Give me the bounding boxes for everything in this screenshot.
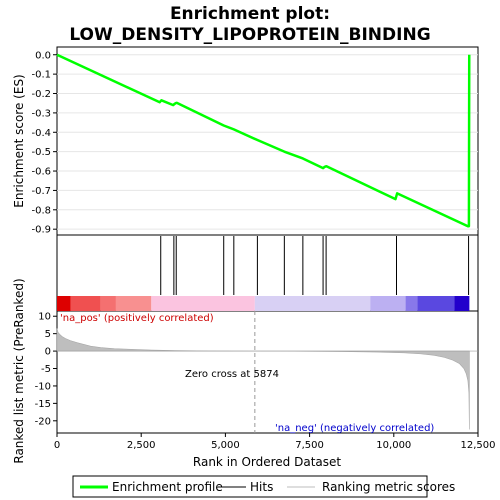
- metric-y-tick-label: -20: [35, 416, 51, 427]
- heatmap-segment: [115, 296, 152, 311]
- es-y-tick-label: -0.4: [31, 128, 51, 139]
- es-y-tick-label: -0.1: [31, 70, 51, 81]
- x-tick-label: 5,000: [211, 440, 240, 451]
- es-y-tick-label: -0.5: [31, 147, 51, 158]
- heatmap-segment: [417, 296, 455, 311]
- positive-correlation-label: 'na_pos' (positively correlated): [60, 313, 214, 324]
- zero-cross-label: Zero cross at 5874: [185, 369, 279, 380]
- metric-y-tick-label: 5: [45, 329, 51, 340]
- chart-title-line2: LOW_DENSITY_LIPOPROTEIN_BINDING: [69, 25, 430, 45]
- metric-y-tick-label: -10: [35, 381, 51, 392]
- x-tick-label: 7,500: [295, 440, 324, 451]
- es-y-tick-label: -0.9: [31, 225, 51, 236]
- legend-box: [72, 475, 428, 498]
- ranking-metric-series: [56, 311, 478, 433]
- x-axis-label: Rank in Ordered Dataset: [193, 455, 341, 469]
- x-tick-label: 0: [54, 440, 60, 451]
- metric-panel-frame: [56, 310, 479, 434]
- heatmap-segment: [454, 296, 470, 311]
- enrichment-profile-line: [56, 53, 471, 228]
- negative-correlation-label: 'na_neg' (negatively correlated): [275, 423, 434, 434]
- metric-y-tick-label: -15: [35, 399, 51, 410]
- heatmap-segment: [57, 296, 71, 311]
- legend-label: Enrichment profile: [112, 480, 223, 494]
- x-tick-label: 10,000: [376, 440, 411, 451]
- es-y-tick-label: -0.3: [31, 108, 51, 119]
- metric-y-tick-label: 10: [38, 312, 51, 323]
- metric-y-axis: 10 5 0 -5 -10 -15 -20: [35, 312, 57, 427]
- legend-label: Ranking metric scores: [322, 480, 455, 494]
- enrichment-profile-series: [56, 53, 471, 228]
- es-y-tick-label: -0.8: [31, 205, 51, 216]
- legend-label: Hits: [250, 480, 273, 494]
- es-y-tick-label: 0.0: [35, 50, 51, 61]
- es-y-axis: 0.0 -0.1 -0.2 -0.3 -0.4 -0.5 -0.6 -0.7 -0.8 -0.9: [31, 50, 57, 236]
- heatmap-segment: [70, 296, 101, 311]
- heatmap-segment: [151, 296, 255, 311]
- hits-series: [160, 236, 470, 295]
- heatmap-segment: [370, 296, 406, 311]
- legend: Enrichment profile Hits Ranking metric sco…: [72, 475, 455, 498]
- metric-y-axis-label: Ranked list metric (PreRanked): [12, 278, 26, 463]
- chart-title-line1: Enrichment plot:: [170, 4, 330, 24]
- x-tick-label: 12,500: [461, 440, 496, 451]
- x-axis: 0 2,500 5,000 7,500 10,000 12,500: [54, 433, 496, 451]
- ranking-heatmap-bar: [57, 296, 470, 311]
- es-y-tick-label: -0.6: [31, 167, 51, 178]
- es-y-tick-label: -0.7: [31, 186, 51, 197]
- es-y-tick-label: -0.2: [31, 89, 51, 100]
- es-panel-frame: [56, 46, 479, 236]
- heatmap-segment: [405, 296, 418, 311]
- es-y-axis-label: Enrichment score (ES): [12, 74, 26, 207]
- es-gridlines: [57, 54, 478, 230]
- heatmap-segment: [254, 296, 371, 311]
- metric-y-tick-label: -5: [41, 364, 51, 375]
- x-tick-label: 2,500: [127, 440, 156, 451]
- metric-y-tick-label: 0: [45, 347, 51, 358]
- heatmap-segment: [100, 296, 116, 311]
